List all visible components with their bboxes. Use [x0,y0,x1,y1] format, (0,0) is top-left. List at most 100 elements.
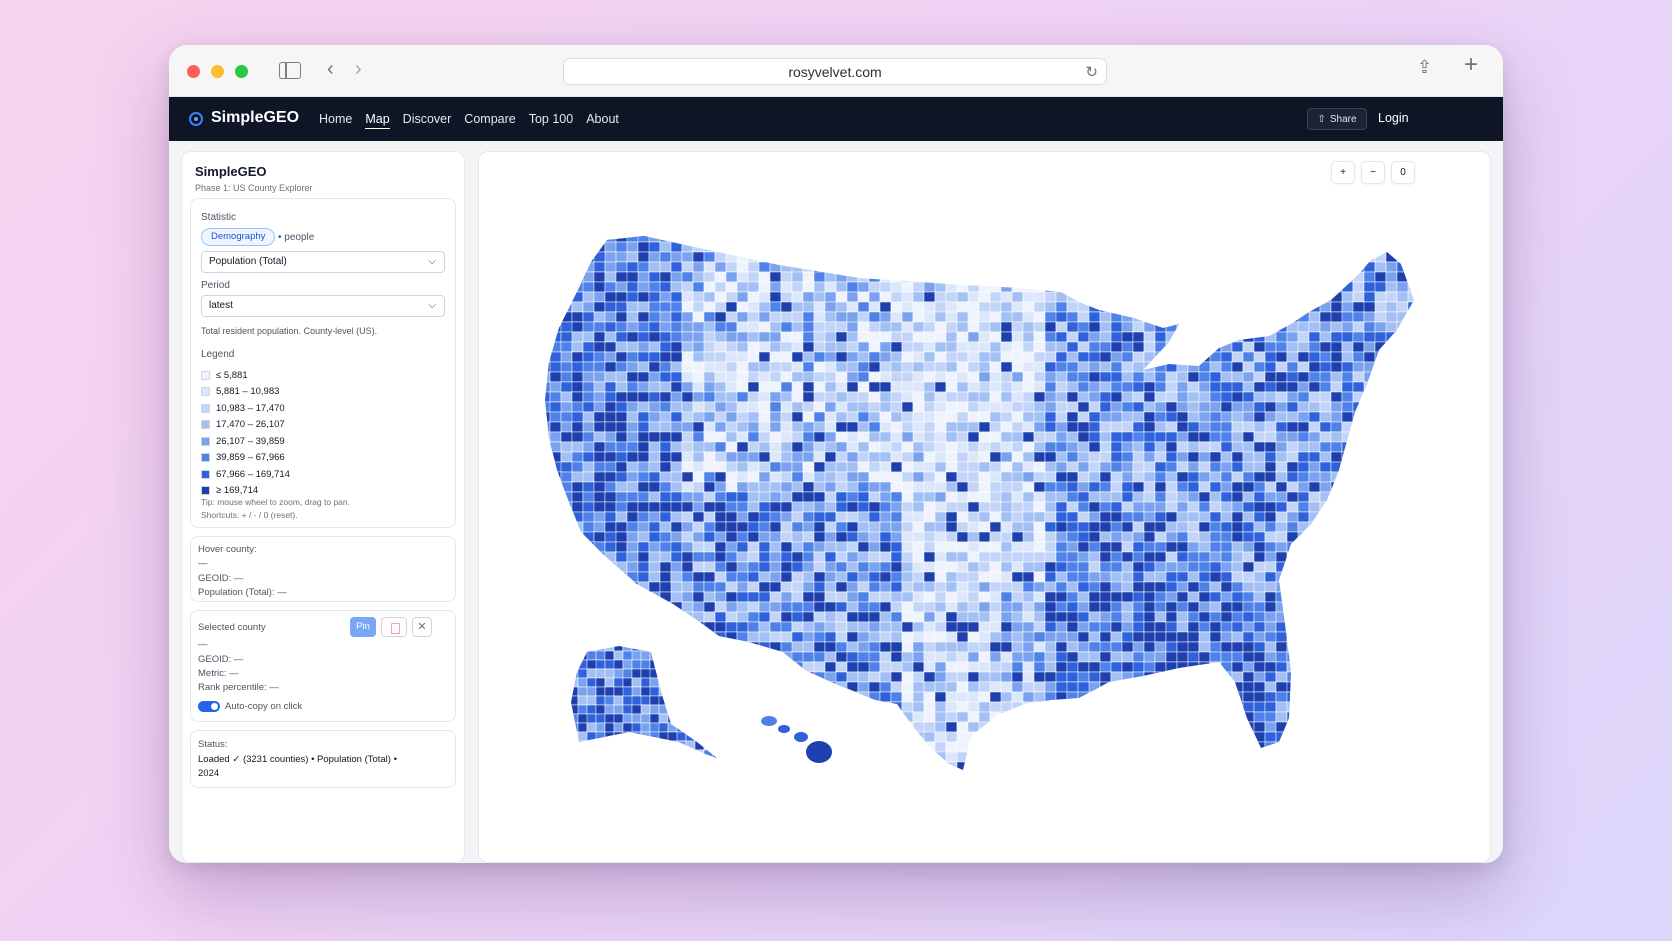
county-cell[interactable] [769,271,782,283]
county-cell[interactable] [676,704,687,715]
county-cell[interactable] [1132,291,1145,303]
county-cell[interactable] [967,551,980,563]
county-cell[interactable] [714,381,727,393]
county-cell[interactable] [1352,481,1365,493]
county-cell[interactable] [1133,772,1144,782]
county-cell[interactable] [1231,731,1255,743]
county-cell[interactable] [747,741,771,753]
county-cell[interactable] [1088,261,1112,273]
county-cell[interactable] [1407,541,1430,553]
county-cell[interactable] [1264,591,1277,603]
county-cell[interactable] [1275,401,1288,413]
county-cell[interactable] [725,321,738,333]
county-cell[interactable] [901,581,914,593]
county-cell[interactable] [1099,281,1112,293]
county-cell[interactable] [659,331,672,343]
county-cell[interactable] [758,701,771,713]
county-cell[interactable] [1198,731,1211,743]
county-cell[interactable] [813,401,826,413]
county-cell[interactable] [1374,601,1387,613]
county-cell[interactable] [791,411,804,423]
county-cell[interactable] [1099,741,1112,753]
county-cell[interactable] [569,668,579,679]
county-cell[interactable] [560,731,573,743]
county-cell[interactable] [1253,551,1266,563]
county-cell[interactable] [813,331,826,343]
county-cell[interactable] [945,711,958,723]
county-cell[interactable] [1253,601,1266,613]
county-cell[interactable] [923,711,936,723]
county-cell[interactable] [1396,471,1409,483]
county-cell[interactable] [593,571,606,583]
county-cell[interactable] [1121,481,1134,493]
county-cell[interactable] [1374,331,1387,343]
county-cell[interactable] [890,241,914,253]
county-cell[interactable] [824,761,837,772]
county-cell[interactable] [692,561,705,573]
county-cell[interactable] [1341,401,1354,413]
county-cell[interactable] [934,511,947,523]
county-cell[interactable] [923,561,936,573]
county-cell[interactable] [1088,271,1112,283]
county-cell[interactable] [605,759,623,768]
county-cell[interactable] [1319,261,1332,273]
county-cell[interactable] [1319,651,1332,663]
county-cell[interactable] [549,271,562,283]
county-cell[interactable] [868,471,881,483]
county-cell[interactable] [978,361,991,373]
county-cell[interactable] [571,401,584,413]
county-cell[interactable] [1044,711,1057,723]
county-cell[interactable] [1044,561,1057,573]
county-cell[interactable] [1099,251,1112,263]
county-cell[interactable] [846,431,859,443]
county-cell[interactable] [1297,601,1310,613]
county-cell[interactable] [1044,232,1068,243]
county-cell[interactable] [791,481,804,493]
county-cell[interactable] [1319,641,1332,653]
county-cell[interactable] [890,301,903,313]
county-cell[interactable] [1209,451,1222,463]
county-cell[interactable] [681,571,694,583]
county-cell[interactable] [1330,751,1343,763]
county-cell[interactable] [1319,241,1332,253]
county-cell[interactable] [1022,232,1035,243]
county-cell[interactable] [549,281,573,293]
county-cell[interactable] [1055,241,1068,253]
county-cell[interactable] [1396,251,1409,263]
county-cell[interactable] [923,761,936,772]
county-cell[interactable] [1253,311,1266,323]
county-cell[interactable] [978,311,991,323]
county-cell[interactable] [989,641,1002,653]
county-cell[interactable] [1363,341,1376,353]
county-cell[interactable] [1297,741,1310,753]
county-cell[interactable] [1176,501,1189,513]
county-cell[interactable] [1066,421,1079,433]
county-cell[interactable] [604,722,615,733]
county-cell[interactable] [835,331,848,343]
county-cell[interactable] [539,511,551,523]
county-cell[interactable] [978,491,991,503]
county-cell[interactable] [945,581,958,593]
county-cell[interactable] [890,341,903,353]
county-cell[interactable] [539,491,551,503]
county-cell[interactable] [780,571,793,583]
county-cell[interactable] [539,351,551,363]
county-cell[interactable] [1033,751,1057,763]
county-cell[interactable] [681,541,694,553]
county-cell[interactable] [813,321,826,333]
county-cell[interactable] [1176,301,1189,313]
county-cell[interactable] [1242,731,1255,743]
county-cell[interactable] [813,451,826,463]
county-cell[interactable] [769,761,782,772]
county-cell[interactable] [712,642,722,652]
county-cell[interactable] [1242,232,1266,243]
county-cell[interactable] [1154,641,1167,653]
county-cell[interactable] [923,411,936,423]
county-cell[interactable] [1330,561,1343,573]
county-cell[interactable] [1363,631,1376,643]
county-cell[interactable] [1341,651,1354,663]
county-cell[interactable] [879,551,892,563]
county-cell[interactable] [1132,501,1145,513]
county-cell[interactable] [615,351,628,363]
county-cell[interactable] [1033,341,1046,353]
